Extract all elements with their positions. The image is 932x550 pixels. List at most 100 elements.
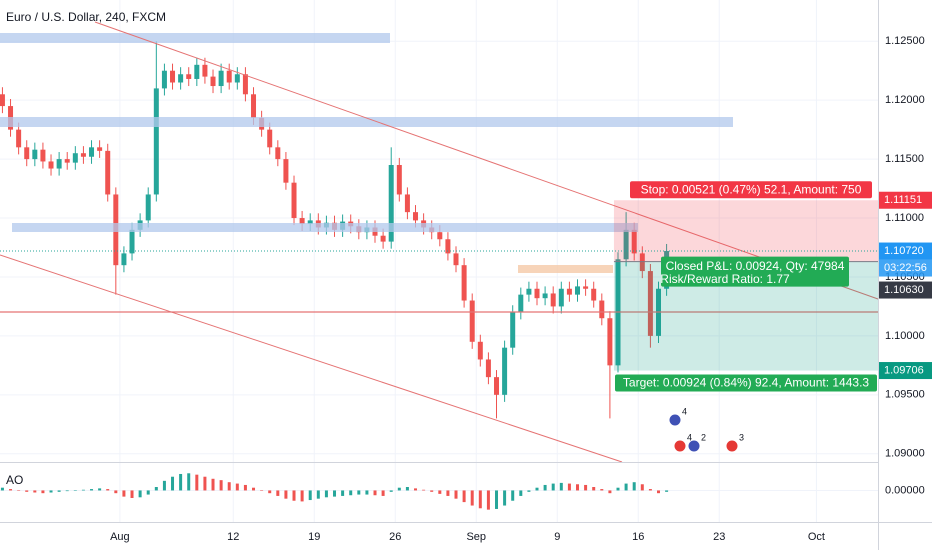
x-tick-label: 26 xyxy=(389,531,401,543)
y-tick-label: 1.12000 xyxy=(885,94,925,106)
zone xyxy=(518,265,613,273)
candle-body xyxy=(121,253,127,266)
ao-bar xyxy=(414,488,418,491)
ao-bar xyxy=(211,478,215,491)
candle-body xyxy=(275,147,281,160)
candle-body xyxy=(623,229,629,260)
ao-bar xyxy=(65,490,69,492)
ao-bar xyxy=(470,490,474,506)
ao-bar xyxy=(341,490,345,496)
price-badge-label: 1.10630 xyxy=(884,284,924,296)
drawings xyxy=(0,21,879,463)
x-tick-label: 9 xyxy=(554,531,560,543)
y-tick-label: 1.11500 xyxy=(885,153,924,165)
candle-body xyxy=(299,218,305,224)
x-tick-label: 23 xyxy=(713,531,725,543)
candle-body xyxy=(218,70,224,87)
candle-body xyxy=(502,347,508,395)
ao-bar xyxy=(389,490,393,492)
ao-bar xyxy=(49,490,53,493)
candle-body xyxy=(518,294,524,313)
ao-bar xyxy=(227,482,231,491)
event-icon xyxy=(668,413,682,427)
candle-body xyxy=(396,165,402,195)
ao-bar xyxy=(365,490,369,495)
ao-bar xyxy=(349,490,353,496)
candle-body xyxy=(526,288,532,295)
candle-body xyxy=(461,265,467,301)
price-badge xyxy=(879,362,932,380)
ao-bar xyxy=(592,487,596,491)
ao-bar xyxy=(130,490,134,498)
ao-bar xyxy=(195,474,199,491)
candle-body xyxy=(56,159,62,169)
candle-body xyxy=(477,341,483,360)
ao-bar xyxy=(543,484,547,491)
ao-bar xyxy=(422,489,426,491)
ao-bar xyxy=(430,490,434,492)
candle-body xyxy=(178,74,184,83)
candle-body xyxy=(494,377,500,395)
ao-bar xyxy=(122,490,126,497)
candle-body xyxy=(32,149,38,160)
candle-body xyxy=(566,288,572,295)
candle-body xyxy=(631,229,637,254)
ao-bar xyxy=(292,490,296,501)
ao-bar xyxy=(454,490,458,499)
candle-body xyxy=(242,74,248,95)
ao-bar xyxy=(576,484,580,491)
y-tick-label: 1.10000 xyxy=(885,330,925,342)
target-label: Target: 0.00924 (0.84%) 92.4, Amount: 14… xyxy=(623,376,869,390)
candle-body xyxy=(437,232,443,240)
ao-bar xyxy=(624,483,628,491)
ao-bar xyxy=(9,489,13,491)
zone xyxy=(12,223,638,232)
candle-body xyxy=(194,64,200,79)
ao-bar xyxy=(438,490,442,494)
candle-body xyxy=(534,288,540,299)
event-icon xyxy=(725,439,739,453)
candle-body xyxy=(542,293,548,299)
ao-bar xyxy=(405,487,409,491)
event-count: 4 xyxy=(687,432,692,442)
ao-bar xyxy=(324,490,328,498)
candle-body xyxy=(24,147,30,160)
candle-body xyxy=(404,194,410,213)
candle-body xyxy=(161,70,167,89)
event-icon xyxy=(687,439,701,453)
ao-bar xyxy=(519,490,523,496)
ao-bar xyxy=(503,490,507,506)
ao-bar xyxy=(154,487,158,491)
candle-body xyxy=(80,153,86,157)
candle-body xyxy=(639,253,645,272)
event-icon xyxy=(673,439,687,453)
candle-body xyxy=(575,286,581,295)
x-tick-label: Sep xyxy=(466,531,486,543)
ao-bar xyxy=(17,490,21,491)
y-tick-label: 1.11000 xyxy=(885,212,924,224)
ao-bar xyxy=(397,487,401,491)
ao-bar xyxy=(98,488,102,491)
candle-body xyxy=(40,149,46,162)
x-tick-label: 16 xyxy=(632,531,644,543)
ao-bar xyxy=(0,487,4,491)
ao-bar xyxy=(551,483,555,491)
x-tick-label: 12 xyxy=(227,531,239,543)
ao-bar xyxy=(138,490,142,498)
price-badge xyxy=(879,281,932,299)
ao-bar xyxy=(252,487,256,491)
ao-bar xyxy=(25,490,29,492)
ao-bar xyxy=(300,490,304,502)
ao-bar xyxy=(648,489,652,491)
ao-bar xyxy=(171,476,175,491)
ao-bar xyxy=(333,490,337,497)
price-badge xyxy=(879,242,932,260)
ao-bar xyxy=(665,490,669,492)
ao-bar xyxy=(146,490,150,495)
ao-bar xyxy=(373,490,377,496)
ao-bar xyxy=(179,473,183,491)
y-tick-label: 0.00000 xyxy=(885,484,925,496)
zone xyxy=(0,117,733,127)
candle-body xyxy=(186,74,192,79)
ao-bar xyxy=(203,476,207,491)
